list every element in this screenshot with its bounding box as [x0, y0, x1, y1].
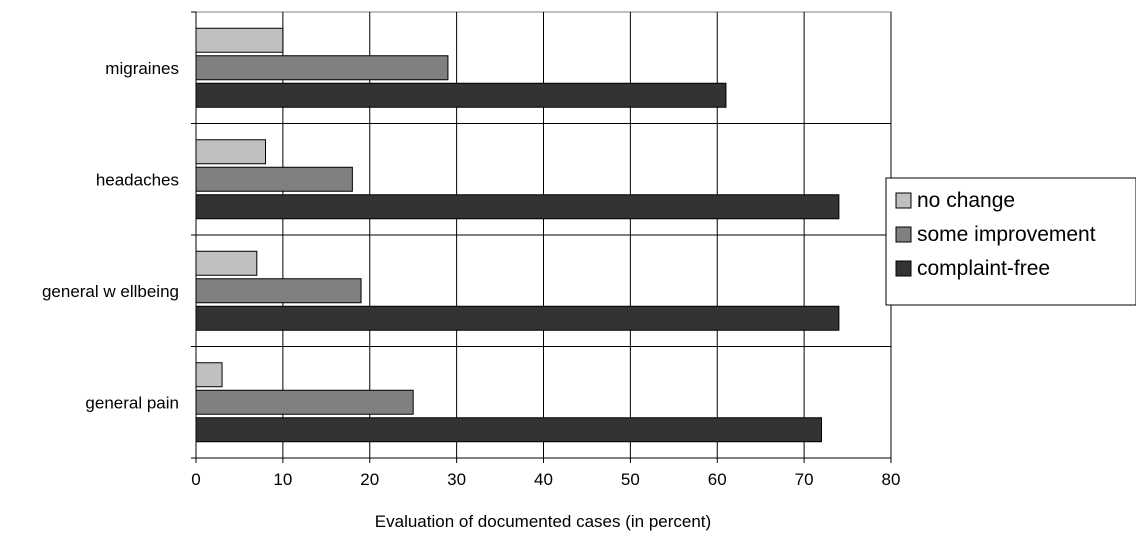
- legend-swatch: [895, 192, 912, 209]
- x-tick-label: 10: [273, 470, 292, 489]
- x-tick-label: 70: [795, 470, 814, 489]
- x-tick-label: 0: [191, 470, 200, 489]
- legend-box: [885, 177, 1136, 306]
- category-label: migraines: [105, 59, 179, 78]
- x-tick-label: 60: [708, 470, 727, 489]
- x-tick-label: 50: [621, 470, 640, 489]
- bar: [195, 362, 223, 388]
- bar: [195, 194, 840, 220]
- bar: [195, 250, 258, 276]
- axes: [191, 11, 892, 463]
- category-label: headaches: [96, 170, 179, 189]
- legend: no change some improvement complaint-free: [885, 177, 1136, 306]
- bar: [195, 139, 266, 165]
- bar: [195, 82, 727, 108]
- legend-swatch: [895, 226, 912, 243]
- category-labels: migraines headaches general w ellbeing gene…: [42, 59, 179, 413]
- x-tick-label: 40: [534, 470, 553, 489]
- category-label: general pain: [85, 393, 179, 412]
- bar: [195, 166, 353, 192]
- x-tick-labels: 0 10 20 30 40 50 60 70 80: [191, 470, 900, 489]
- legend-label: no change: [917, 189, 1015, 212]
- bar: [195, 417, 822, 443]
- bar: [195, 278, 362, 304]
- x-tick-label: 30: [447, 470, 466, 489]
- category-label: general w ellbeing: [42, 282, 179, 301]
- bar: [195, 305, 840, 331]
- x-tick-label: 20: [360, 470, 379, 489]
- bar: [195, 389, 414, 415]
- bar: [195, 55, 449, 81]
- legend-label: complaint-free: [917, 257, 1050, 280]
- x-tick-label: 80: [882, 470, 901, 489]
- legend-label: some improvement: [917, 223, 1096, 246]
- x-axis-label: Evaluation of documented cases (in perce…: [375, 512, 711, 531]
- legend-swatch: [895, 260, 912, 277]
- bar: [195, 27, 284, 53]
